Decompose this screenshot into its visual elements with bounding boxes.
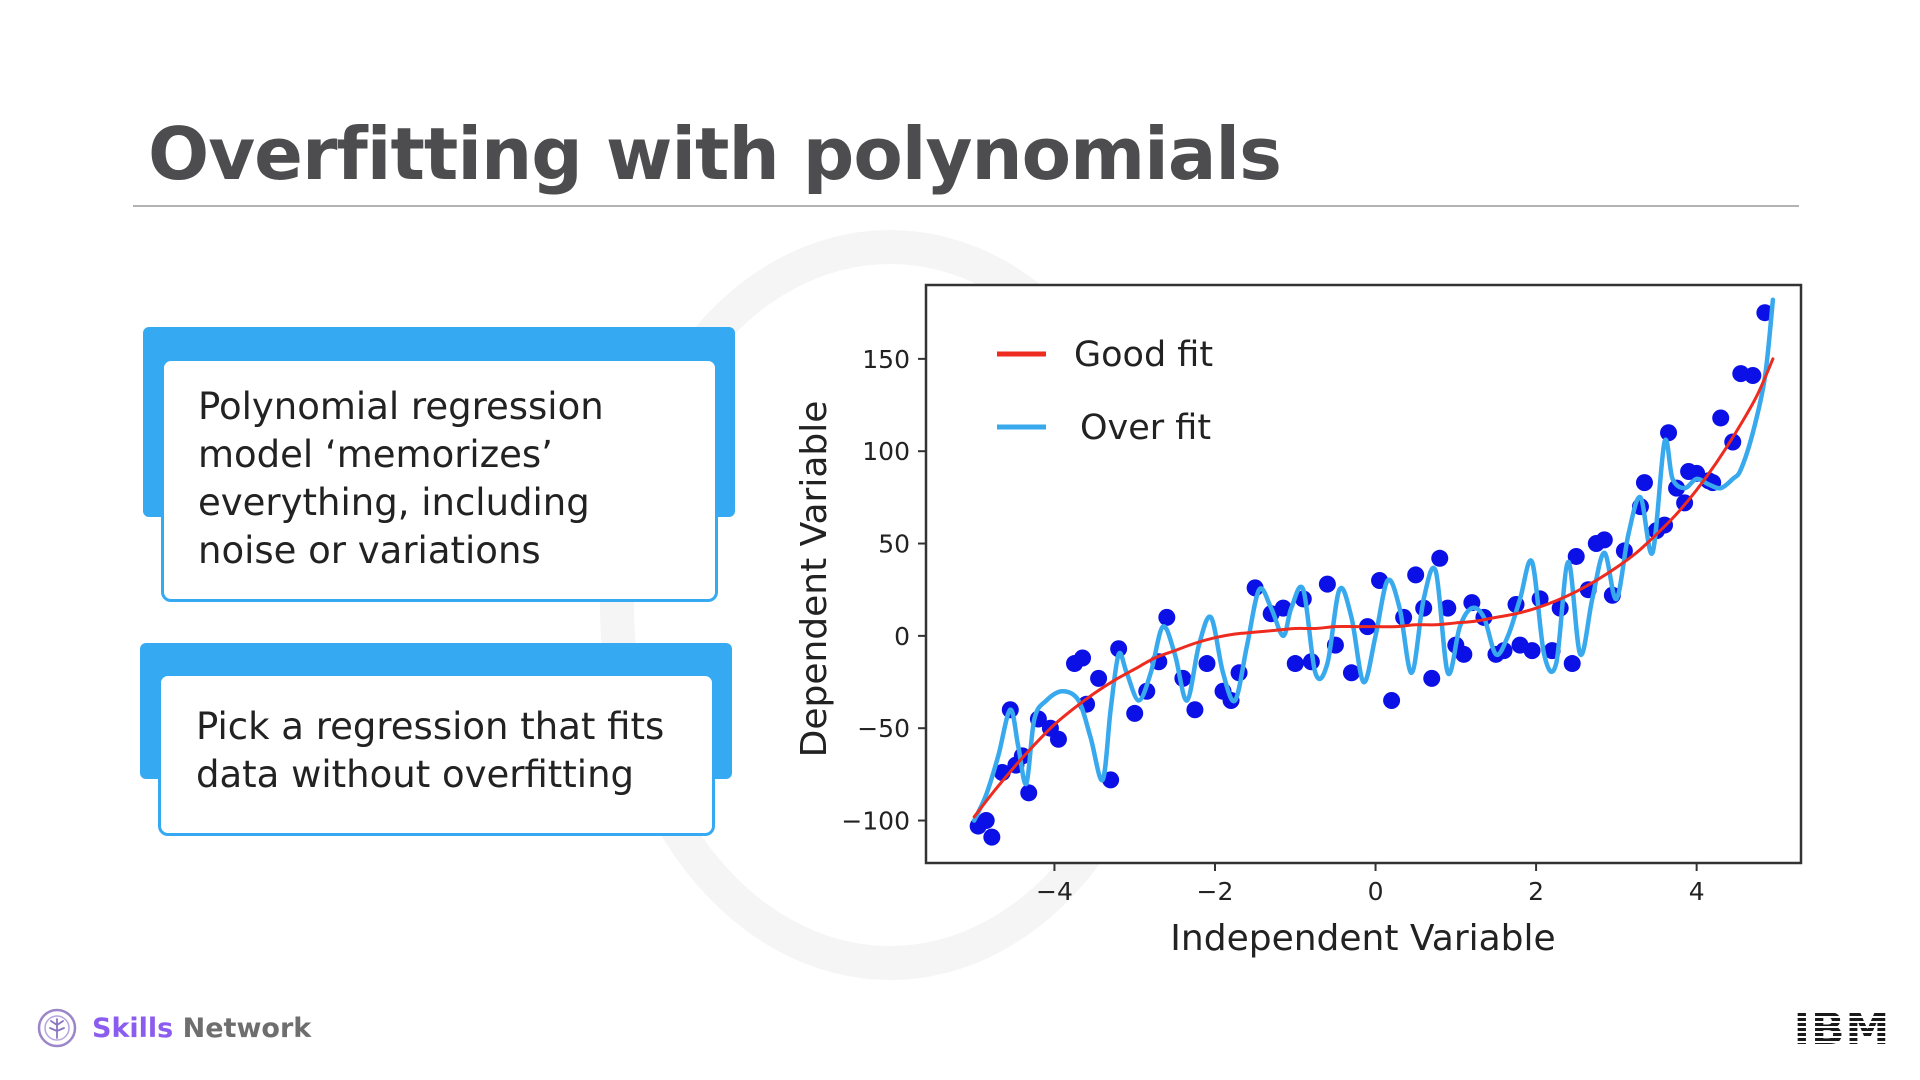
ibm-logo: IBM [1794, 1008, 1891, 1048]
data-point [1407, 566, 1425, 584]
data-point [1567, 547, 1585, 565]
skills-network-brand: Skills Network [36, 1006, 311, 1050]
callout-text: Pick a regression that fits data without… [196, 705, 665, 796]
data-point [1712, 409, 1730, 427]
plot-frame [924, 283, 1803, 865]
data-point [1383, 691, 1401, 709]
x-tick-label: 2 [1528, 877, 1544, 906]
y-tick-label: 100 [862, 437, 910, 466]
brand-name-skills: Skills [92, 1012, 174, 1044]
callout-text: Polynomial regression model ‘memorizes’ … [198, 385, 604, 572]
plot-area: −4 −2 0 2 4 −100 −50 0 50 100 150 [841, 283, 1803, 906]
data-point [1049, 730, 1067, 748]
x-axis-label: Independent Variable [1170, 918, 1555, 959]
data-point [1342, 664, 1360, 682]
data-point [1198, 655, 1216, 673]
data-point [1431, 549, 1449, 567]
slide-title: Overfitting with polynomials [148, 112, 1282, 196]
fit-lines [971, 297, 1776, 823]
legend-label-good-fit: Good fit [1074, 335, 1213, 375]
y-axis-ticks: −100 −50 0 50 100 150 [841, 345, 926, 836]
data-point [1102, 771, 1120, 789]
data-point [1020, 784, 1038, 802]
data-point [1660, 424, 1678, 442]
good-fit-line [972, 357, 1775, 819]
x-axis-ticks: −4 −2 0 2 4 [1036, 863, 1705, 906]
data-point [983, 828, 1001, 846]
ibm-logo-text: IBM [1794, 1008, 1891, 1048]
data-point [1523, 642, 1541, 660]
y-tick-label: −100 [841, 807, 910, 836]
data-point [1563, 655, 1581, 673]
y-tick-label: 150 [862, 345, 910, 374]
over-fit-line [971, 297, 1776, 823]
callout-card-pick-regression: Pick a regression that fits data without… [140, 643, 732, 836]
data-point [1158, 608, 1176, 626]
data-point [1126, 704, 1144, 722]
x-tick-label: 0 [1368, 877, 1384, 906]
data-point [1186, 701, 1204, 719]
data-point [1090, 669, 1108, 687]
skills-network-logo-icon [37, 1008, 77, 1048]
data-point [1318, 575, 1336, 593]
x-tick-label: −2 [1197, 877, 1234, 906]
data-point [977, 812, 995, 830]
data-point [1455, 645, 1473, 663]
title-divider [133, 205, 1799, 207]
data-point [1110, 640, 1128, 658]
y-axis-label: Dependent Variable [794, 401, 835, 758]
data-point [1439, 599, 1457, 617]
data-point [1423, 669, 1441, 687]
y-tick-label: 0 [894, 622, 910, 651]
data-point [1744, 366, 1762, 384]
x-tick-label: 4 [1689, 877, 1705, 906]
brand-name-network: Network [173, 1012, 312, 1044]
data-point [1074, 649, 1092, 667]
data-point [1595, 531, 1613, 549]
data-point [1286, 655, 1304, 673]
legend: Good fit Over fit [997, 335, 1213, 448]
x-tick-label: −4 [1036, 877, 1073, 906]
callout-panel: Pick a regression that fits data without… [158, 673, 715, 836]
callout-card-memorizes: Polynomial regression model ‘memorizes’ … [143, 327, 735, 602]
legend-label-over-fit: Over fit [1080, 408, 1211, 448]
y-tick-label: 50 [878, 530, 910, 559]
regression-chart: −4 −2 0 2 4 −100 −50 0 50 100 150 Good fit Over f… [794, 283, 1803, 959]
data-point [1635, 474, 1653, 492]
callout-panel: Polynomial regression model ‘memorizes’ … [161, 358, 718, 602]
brand-name: Skills Network [92, 1013, 311, 1044]
data-point [1668, 479, 1686, 497]
y-tick-label: −50 [857, 714, 910, 743]
data-point [1274, 599, 1292, 617]
